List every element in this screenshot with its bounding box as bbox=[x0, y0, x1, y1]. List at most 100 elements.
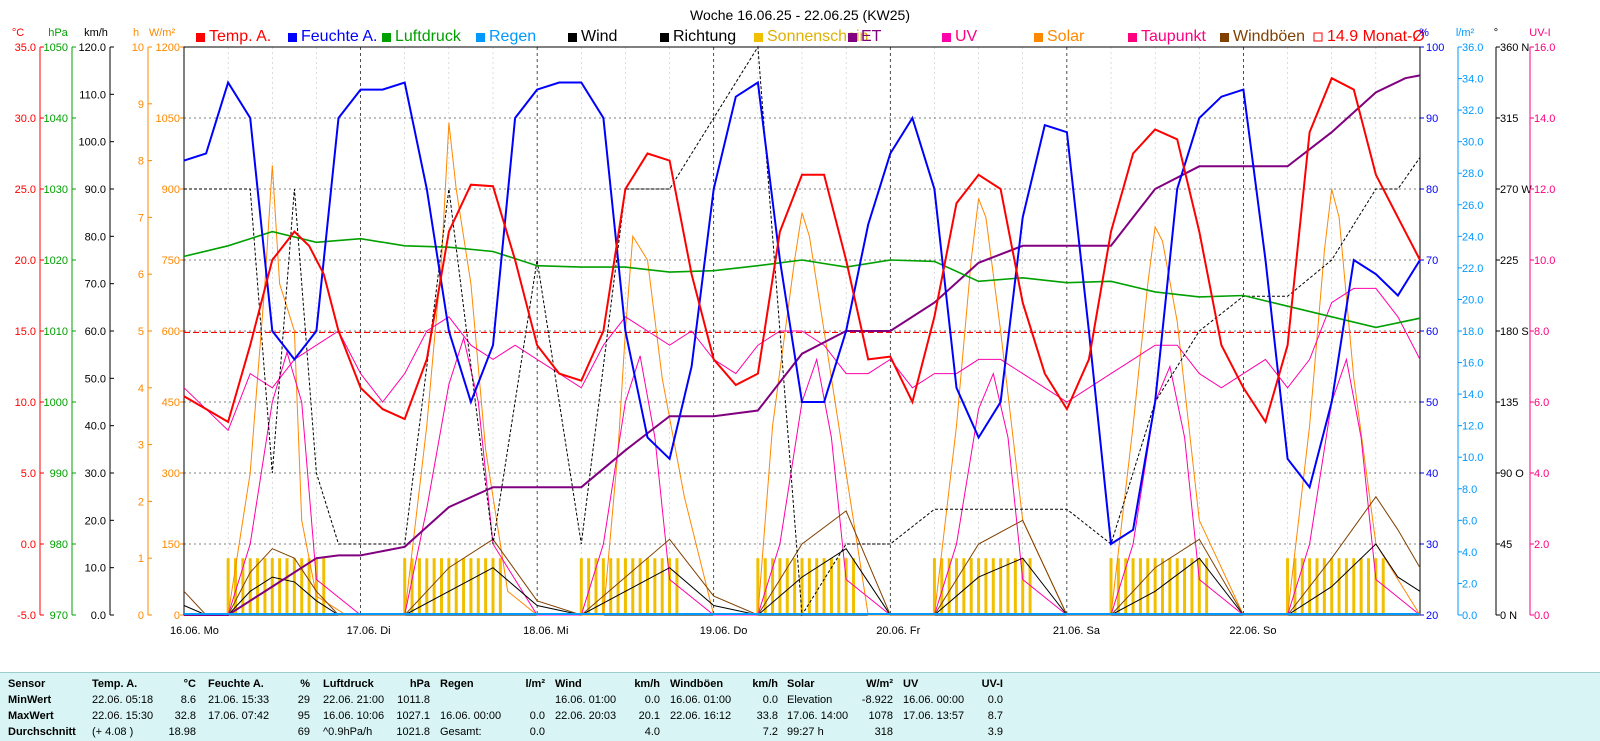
sunshine-bar bbox=[675, 558, 679, 615]
temp-tick-label: -5.0 bbox=[17, 610, 36, 622]
sunshine-bar bbox=[1109, 558, 1113, 615]
rain-tick-label: 18.0 bbox=[1462, 326, 1483, 338]
table-max-time: 17.06. 14:00 bbox=[787, 710, 849, 722]
dir-tick-label: 270 W bbox=[1500, 184, 1532, 196]
hum-tick-label: 30 bbox=[1426, 539, 1438, 551]
uvi-tick-label: 12.0 bbox=[1534, 184, 1555, 196]
sunshine-bar bbox=[623, 558, 627, 615]
table-unit: UV-I bbox=[981, 678, 1003, 690]
sunshine-bar bbox=[425, 558, 429, 615]
sunshine-bar bbox=[947, 558, 951, 615]
sunshine-bar bbox=[660, 558, 664, 615]
sunshine-bar bbox=[292, 558, 296, 615]
svg-text:Windböen: Windböen bbox=[1233, 28, 1305, 45]
series-line-et bbox=[184, 74, 1421, 616]
wind-tick-label: 10.0 bbox=[85, 563, 106, 575]
press-tick-label: 1040 bbox=[44, 113, 68, 125]
legend-swatch bbox=[942, 33, 951, 42]
table-max-value: 33.8 bbox=[756, 710, 778, 722]
sunshine-bar bbox=[955, 558, 958, 615]
sunshine-bar bbox=[837, 558, 841, 615]
svg-text:Regen: Regen bbox=[489, 28, 536, 45]
legend-swatch bbox=[660, 33, 669, 42]
legend-swatch bbox=[476, 33, 485, 42]
table-head: Luftdruck bbox=[323, 678, 374, 690]
sunshine-bar bbox=[616, 558, 620, 615]
sunshine-bar bbox=[1197, 558, 1201, 615]
table-avg-value: 4.0 bbox=[644, 726, 660, 738]
table-unit: l/m² bbox=[525, 678, 545, 690]
rain-tick-label: 16.0 bbox=[1462, 358, 1483, 370]
wind-tick-label: 80.0 bbox=[85, 231, 106, 243]
sunshine-bar bbox=[991, 558, 995, 615]
sunshine-bar bbox=[440, 558, 443, 615]
dir-unit: ° bbox=[1494, 27, 1498, 39]
wind-tick-label: 60.0 bbox=[85, 326, 106, 338]
series-line-feuchte-a- bbox=[183, 80, 1421, 546]
dir-tick-label: 90 O bbox=[1500, 468, 1524, 480]
sunshine-bar bbox=[469, 558, 473, 615]
wind-tick-label: 70.0 bbox=[85, 279, 106, 291]
table-max-value: 20.1 bbox=[638, 710, 660, 722]
rain-tick-label: 36.0 bbox=[1462, 42, 1483, 54]
hum-tick-label: 70 bbox=[1426, 255, 1438, 267]
table-max-time: 16.06. 00:00 bbox=[440, 710, 502, 722]
solar-tick-label: 450 bbox=[162, 397, 180, 409]
uvi-tick-label: 4.0 bbox=[1534, 468, 1549, 480]
table-min-value: 0.0 bbox=[762, 694, 778, 706]
table-min-value: 0.0 bbox=[987, 694, 1003, 706]
sunshine-bar bbox=[638, 558, 642, 615]
press-tick-label: 1050 bbox=[44, 42, 68, 54]
table-avg-value: 18.98 bbox=[168, 726, 196, 738]
sun-tick-label: 2 bbox=[138, 496, 144, 508]
sunshine-bar bbox=[1374, 558, 1378, 615]
wind-tick-label: 50.0 bbox=[85, 373, 106, 385]
sunshine-bar bbox=[1131, 558, 1135, 615]
sunshine-bar bbox=[807, 558, 811, 615]
dir-tick-label: 0 N bbox=[1500, 610, 1517, 622]
hum-tick-label: 100 bbox=[1426, 42, 1444, 54]
temp-tick-label: 20.0 bbox=[15, 255, 36, 267]
rain-tick-label: 8.0 bbox=[1462, 484, 1477, 496]
table-min-time: 16.06. 01:00 bbox=[555, 694, 617, 706]
table-max-time: 17.06. 13:57 bbox=[903, 710, 965, 722]
table-unit: km/h bbox=[634, 678, 660, 690]
sunshine-bar bbox=[314, 558, 318, 615]
solar-tick-label: 300 bbox=[162, 468, 180, 480]
wind-tick-label: 110.0 bbox=[79, 89, 106, 101]
sun-tick-label: 0 bbox=[138, 610, 144, 622]
table-min-time: 21.06. 15:33 bbox=[208, 694, 270, 706]
hum-tick-label: 50 bbox=[1426, 397, 1438, 409]
sunshine-bar bbox=[1161, 558, 1164, 615]
hum-tick-label: 40 bbox=[1426, 468, 1438, 480]
table-avg-value: 3.9 bbox=[987, 726, 1003, 738]
sun-unit: h bbox=[133, 27, 139, 39]
press-tick-label: 1020 bbox=[44, 255, 68, 267]
solar-tick-label: 750 bbox=[162, 255, 180, 267]
svg-text:Richtung: Richtung bbox=[673, 28, 736, 45]
svg-text:Temp. A.: Temp. A. bbox=[209, 28, 271, 45]
sunshine-bar bbox=[1367, 558, 1370, 615]
sunshine-bar bbox=[829, 558, 833, 615]
wind-unit: km/h bbox=[84, 27, 108, 39]
chart-title: Woche 16.06.25 - 22.06.25 (KW25) bbox=[690, 7, 910, 23]
hum-tick-label: 90 bbox=[1426, 113, 1438, 125]
table-unit: W/m² bbox=[866, 678, 893, 690]
sunshine-bar bbox=[822, 558, 826, 615]
solar-tick-label: 150 bbox=[162, 539, 180, 551]
legend-swatch bbox=[1220, 33, 1229, 42]
sunshine-bar bbox=[263, 558, 267, 615]
sunshine-bar bbox=[454, 558, 458, 615]
table-unit: °C bbox=[183, 678, 196, 690]
table-avg-value: 318 bbox=[874, 726, 893, 738]
table-head: Feuchte A. bbox=[208, 678, 264, 690]
sunshine-bar bbox=[587, 558, 591, 615]
sunshine-bar bbox=[852, 558, 855, 615]
sunshine-bar bbox=[984, 558, 988, 615]
table-max-value: 8.7 bbox=[987, 710, 1003, 722]
x-label: 18.06. Mi bbox=[523, 625, 568, 637]
svg-text:Sonnenschein: Sonnenschein bbox=[767, 28, 868, 45]
chart-axes: 35.030.025.020.015.010.05.00.0-5.0105010… bbox=[12, 27, 1556, 622]
table-max-value: 1078 bbox=[868, 710, 893, 722]
svg-text:Luftdruck: Luftdruck bbox=[395, 28, 462, 45]
